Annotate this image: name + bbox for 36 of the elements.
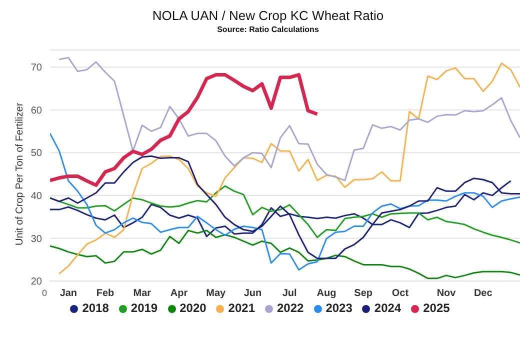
x-tick-label: Sep xyxy=(354,288,373,300)
x-tick-label: Mar xyxy=(133,288,152,300)
x-tick-label: Jul xyxy=(282,288,298,300)
legend-label: 2025 xyxy=(423,301,450,315)
x-tick-label: Nov xyxy=(436,288,456,300)
y-tick-label: 40 xyxy=(30,190,42,202)
x-tick-label: Feb xyxy=(96,288,114,300)
line-series xyxy=(50,230,520,280)
chart-subtitle: Source: Ratio Calculations xyxy=(216,25,320,36)
line-series xyxy=(50,73,320,187)
legend-label: 2021 xyxy=(228,301,255,315)
legend-label: 2019 xyxy=(130,301,158,315)
line-series xyxy=(50,132,520,271)
y-tick-label: 50 xyxy=(30,148,42,160)
x-tick-label: Aug xyxy=(316,288,336,300)
legend-label: 2023 xyxy=(326,301,352,315)
y-axis-title: Unit of Crop Per Ton of Fertilizer xyxy=(14,102,26,246)
chart-title: NOLA UAN / New Crop KC Wheat Ratio xyxy=(151,8,385,25)
y-tick-label: 30 xyxy=(30,234,42,245)
y-tick-label: 60 xyxy=(30,105,42,116)
legend-label: 2018 xyxy=(82,301,109,315)
x-tick-label: Dec xyxy=(474,288,493,300)
legend-label: 2024 xyxy=(374,301,402,315)
y-tick-label: 70 xyxy=(30,62,42,74)
legend-label: 2022 xyxy=(277,301,304,315)
legend-label: 2020 xyxy=(180,301,206,315)
text: 0 xyxy=(42,288,48,298)
x-tick-label: Oct xyxy=(392,288,410,300)
x-tick-label: Jun xyxy=(244,288,262,300)
line-series xyxy=(58,56,520,182)
x-tick-label: May xyxy=(206,288,226,300)
line-series xyxy=(50,155,520,260)
x-tick-label: Jan xyxy=(60,288,78,300)
x-tick-label: Apr xyxy=(170,288,188,300)
line-series xyxy=(58,62,520,274)
y-tick-label: 20 xyxy=(30,276,42,288)
